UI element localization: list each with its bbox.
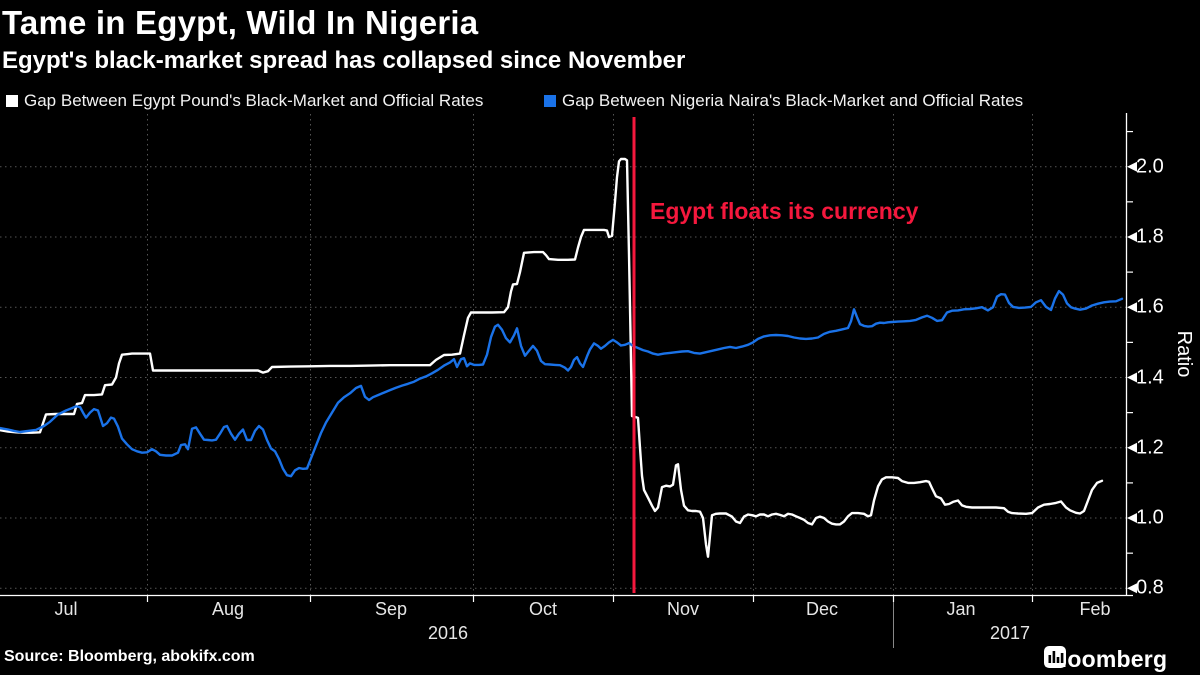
legend-item-egypt: Gap Between Egypt Pound's Black-Market a… [6, 91, 483, 111]
legend-item-nigeria: Gap Between Nigeria Naira's Black-Market… [544, 91, 1023, 111]
x-tick-label-nov: Nov [666, 599, 700, 619]
egypt-series-swatch [6, 95, 18, 107]
legend: Gap Between Egypt Pound's Black-Market a… [0, 91, 1200, 111]
x-tick-label-aug: Aug [211, 599, 245, 619]
x-tick-label-sep: Sep [374, 599, 408, 619]
legend-label-nigeria: Gap Between Nigeria Naira's Black-Market… [562, 91, 1024, 110]
x-tick-label-feb: Feb [1079, 599, 1111, 619]
year-labels: 2016 2017 [0, 623, 1200, 645]
x-tick-label-jan: Jan [946, 599, 976, 619]
y-axis-title: Ratio [1173, 330, 1195, 378]
year-label-2016: 2016 [427, 623, 469, 643]
nigeria-series-line [0, 289, 1124, 478]
nigeria-series-swatch [544, 95, 556, 107]
egypt-series-line [0, 157, 1104, 558]
chart-title: Tame in Egypt, Wild In Nigeria [2, 4, 479, 41]
x-tick-label-dec: Dec [805, 599, 839, 619]
year-label-2017: 2017 [989, 623, 1031, 643]
x-tick-label-jul: Jul [54, 599, 78, 619]
legend-label-egypt: Gap Between Egypt Pound's Black-Market a… [24, 91, 484, 110]
x-axis-labels: Jul Aug Sep Oct Nov Dec Jan Feb [0, 599, 1200, 621]
chart-subtitle: Egypt's black-market spread has collapse… [2, 47, 686, 74]
bloomberg-terminal-icon [1044, 646, 1066, 668]
source-note: Source: Bloomberg, abokifx.com [4, 648, 255, 665]
event-annotation: Egypt floats its currency [650, 198, 919, 224]
bloomberg-logo: Bloomberg [1044, 646, 1167, 673]
x-tick-label-oct: Oct [528, 599, 558, 619]
